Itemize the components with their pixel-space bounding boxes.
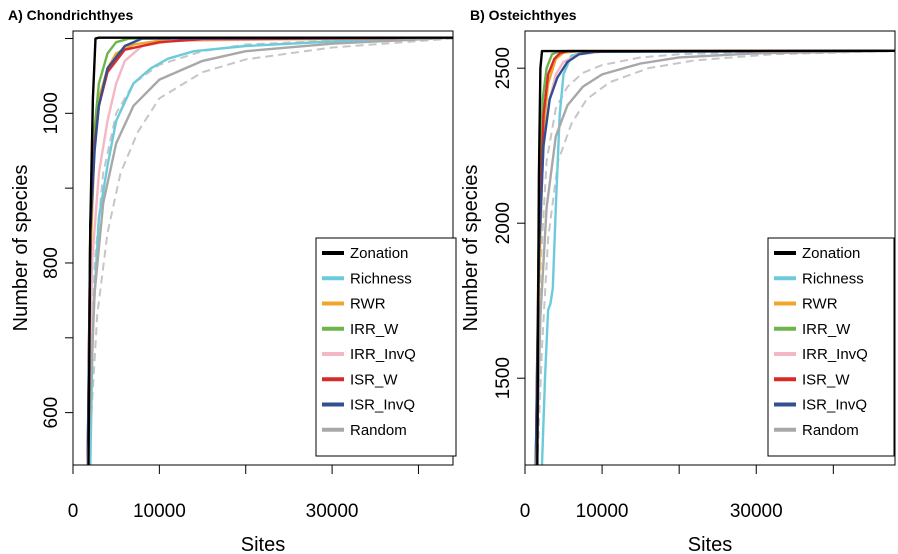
panel-title: A) Chondrichthyes — [8, 7, 133, 23]
y-tick-label: 2000 — [493, 202, 514, 244]
legend-label: IRR_W — [350, 321, 399, 338]
legend-label: Richness — [350, 270, 412, 287]
series-line-random — [86, 36, 453, 465]
legend-label: RWR — [802, 296, 838, 313]
legend-label: Zonation — [350, 245, 408, 262]
x-tick-label: 30000 — [306, 501, 359, 522]
legend-label: ISR_W — [802, 371, 850, 388]
x-tick-label: 30000 — [730, 501, 783, 522]
series-line-zonation — [87, 36, 453, 465]
y-tick-label: 1500 — [493, 357, 514, 399]
series-line-random — [535, 49, 895, 465]
y-tick-label: 1000 — [41, 92, 62, 134]
x-tick-label: 10000 — [133, 501, 186, 522]
legend-box — [767, 237, 895, 457]
legend-label: Random — [350, 422, 407, 439]
y-tick-label: 800 — [41, 247, 62, 279]
x-tick-label: 10000 — [576, 501, 629, 522]
legend-label: IRR_InvQ — [350, 346, 416, 363]
legend-label: ISR_W — [350, 371, 398, 388]
legend-label: Zonation — [802, 245, 860, 262]
legend-box — [315, 237, 457, 457]
x-tick-label: 0 — [68, 501, 79, 522]
legend-label: Richness — [802, 270, 864, 287]
x-axis-title: Sites — [688, 534, 732, 554]
y-axis-title: Number of species — [460, 165, 482, 332]
legend-label: Random — [802, 422, 859, 439]
x-axis-title: Sites — [241, 534, 285, 554]
random-interval-line — [87, 37, 453, 465]
random-interval-line — [535, 49, 895, 465]
legend-label: ISR_InvQ — [802, 397, 867, 414]
legend-label: IRR_W — [802, 321, 851, 338]
x-tick-label: 0 — [520, 501, 531, 522]
legend-label: ISR_InvQ — [350, 397, 415, 414]
series-line-richness — [89, 36, 453, 465]
y-tick-label: 2500 — [493, 47, 514, 89]
series-line-zonation — [536, 49, 895, 465]
plot-frame — [524, 30, 896, 466]
series-line-isr-invq — [534, 49, 895, 465]
y-axis-title: Number of species — [10, 165, 32, 332]
legend-label: IRR_InvQ — [802, 346, 868, 363]
legend-label: RWR — [350, 296, 386, 313]
y-tick-label: 600 — [41, 397, 62, 429]
panel-title: B) Osteichthyes — [470, 7, 577, 23]
